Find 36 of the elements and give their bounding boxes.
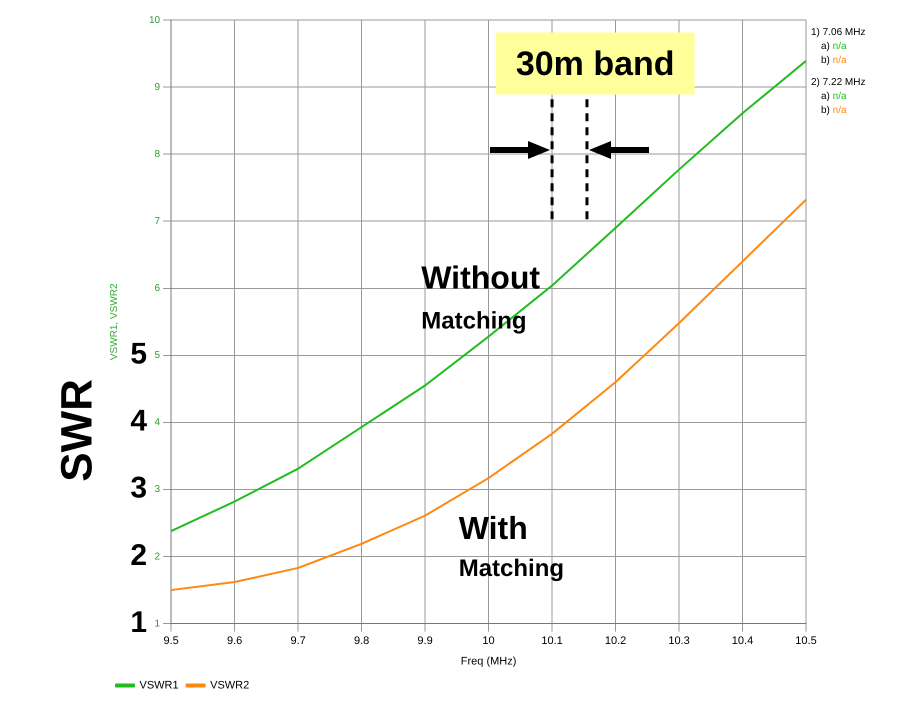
x-axis-title: Freq (MHz) (460, 655, 516, 668)
x-tick-label: 10.4 (732, 635, 754, 648)
annotation: 30m band (516, 44, 675, 83)
text: b) n/a (820, 104, 848, 118)
x-tick-label: 9.6 (226, 635, 242, 648)
x-tick-label: 10.5 (795, 635, 817, 648)
x-tick-label: 9.5 (163, 635, 179, 648)
x-tick-label: 10.3 (668, 635, 690, 648)
x-tick-label: 10 (482, 635, 495, 648)
text: 2) 7.22 MHz (811, 76, 866, 90)
y-axis-title: VSWR1, VSWR2 (108, 283, 120, 360)
y-tick-label: 2 (154, 551, 161, 562)
text: SWR (52, 379, 102, 482)
text: 1) 7.06 MHz (811, 26, 866, 40)
y-tick-label: 1 (154, 618, 161, 630)
y-tick-label: 7 (154, 216, 161, 227)
annotation: Without (421, 259, 540, 296)
y-tick-label: 6 (154, 283, 161, 294)
y-tick-label: 8 (154, 148, 161, 160)
annotation: Matching (458, 554, 564, 582)
text: a) n/a (820, 40, 848, 54)
x-tick-label: 10.1 (541, 635, 563, 648)
y-tick-label: 5 (154, 350, 161, 362)
y-tick-label: 9 (154, 82, 161, 93)
text: b) n/a (820, 54, 848, 68)
y-tick-label: 4 (154, 417, 161, 428)
text: a) n/a (820, 90, 848, 104)
x-tick-label: 9.7 (290, 635, 306, 648)
y-tick-label: 10 (149, 14, 161, 26)
legend-label: VSWR2 (210, 680, 250, 692)
x-tick-label: 9.9 (417, 635, 433, 648)
x-tick-label: 10.2 (604, 635, 626, 648)
x-tick-label: 9.8 (354, 635, 370, 648)
y-tick-label: 3 (154, 484, 161, 496)
legend-label: VSWR1 (140, 680, 179, 692)
annotation: With (458, 510, 528, 546)
